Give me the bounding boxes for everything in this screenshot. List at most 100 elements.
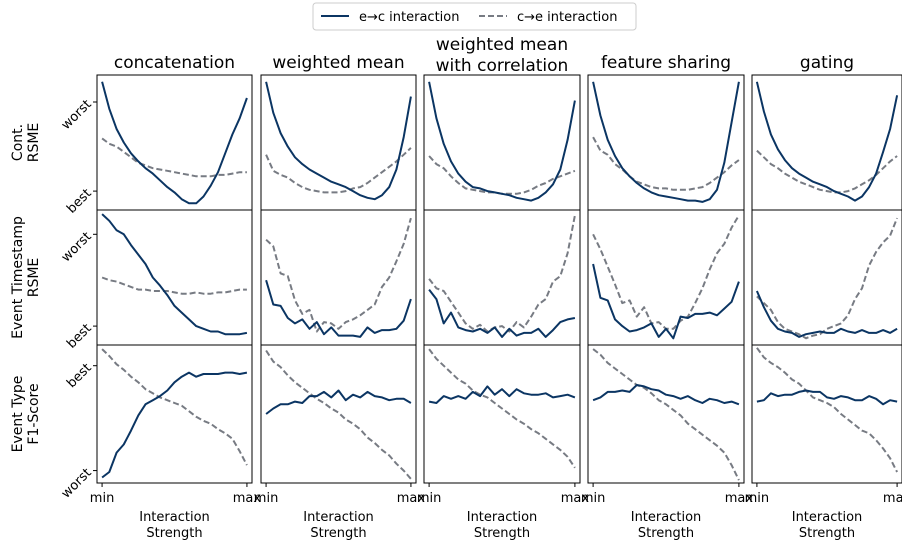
x-axis-label-3-1: Strength bbox=[638, 526, 694, 541]
ytick-label-group: worst bbox=[59, 229, 95, 265]
panel-r0-c1 bbox=[260, 74, 417, 211]
panel-frame bbox=[423, 344, 581, 484]
x-axis-label-4-1: Strength bbox=[799, 526, 855, 541]
xtick-label-max: max bbox=[883, 491, 902, 506]
series-line-e-to-c-r2-c1 bbox=[265, 389, 412, 415]
panel-frame bbox=[96, 209, 253, 346]
panel-r1-c4 bbox=[751, 209, 902, 346]
column-title-1-0: weighted mean bbox=[272, 53, 404, 73]
row-label-line-0-0: Cont. bbox=[10, 124, 26, 161]
series-line-c-to-e-r1-c2 bbox=[428, 215, 576, 333]
legend-frame bbox=[312, 2, 637, 31]
series-line-e-to-c-r2-c4 bbox=[756, 389, 898, 406]
x-axis-label-1-0: Interaction bbox=[303, 510, 374, 525]
x-axis-label-2-1: Strength bbox=[474, 526, 530, 541]
legend: e→c interaction c→e interaction bbox=[312, 2, 637, 31]
x-axis-labels: InteractionStrengthInteractionStrengthIn… bbox=[139, 510, 862, 541]
panel-frame bbox=[587, 344, 745, 484]
row-label-line-2-0: Event Type bbox=[10, 376, 26, 453]
series-line-c-to-e-r0-c1 bbox=[265, 147, 412, 194]
panel-r1-c0: worst best bbox=[59, 209, 253, 352]
series-line-c-to-e-r2-c2 bbox=[428, 348, 576, 469]
xtick-label-max: max bbox=[397, 491, 426, 506]
x-axis-label-1-1: Strength bbox=[310, 526, 366, 541]
row-label-line-2-1: F1-Score bbox=[26, 383, 42, 444]
panel-r0-c0: worst best bbox=[59, 74, 253, 217]
panel-frame bbox=[587, 74, 745, 211]
series-line-c-to-e-r0-c0 bbox=[101, 137, 247, 178]
ytick-label-worst: worst bbox=[59, 229, 95, 265]
series-line-c-to-e-r0-c4 bbox=[756, 149, 898, 194]
ytick-label-best: best bbox=[64, 186, 94, 216]
series-line-c-to-e-r2-c0 bbox=[101, 348, 248, 466]
series-line-e-to-c-r2-c2 bbox=[428, 385, 576, 404]
panel-r1-c3 bbox=[587, 209, 745, 346]
row-label-line-1-0: Event Timestamp bbox=[10, 216, 26, 339]
panel-r1-c1 bbox=[260, 209, 417, 346]
column-title-2-1: with correlation bbox=[436, 56, 569, 76]
xtick-label-min: min bbox=[581, 491, 606, 506]
series-line-e-to-c-r0-c4 bbox=[755, 81, 899, 202]
ytick-label-group: best bbox=[64, 361, 94, 391]
row-label-0: Cont. RSME bbox=[10, 123, 42, 163]
xtick-label-max: max bbox=[561, 491, 590, 506]
ytick-label-best: best bbox=[64, 321, 94, 351]
column-title-2-0: weighted mean bbox=[436, 35, 568, 55]
xtick-label-min: min bbox=[254, 491, 279, 506]
panel-r2-c4: min max bbox=[745, 344, 902, 506]
panel-r1-c2 bbox=[423, 209, 581, 346]
row-label-line-1-1: RSME bbox=[26, 258, 42, 298]
xtick-label-min: min bbox=[417, 491, 442, 506]
row-label-2: Event Type F1-Score bbox=[10, 376, 42, 453]
series-line-e-to-c-r2-c0 bbox=[101, 371, 248, 479]
x-axis-label-2-0: Interaction bbox=[467, 510, 538, 525]
ytick-label-worst: worst bbox=[59, 97, 95, 133]
ytick-label-group: best bbox=[64, 321, 94, 351]
x-axis-label-4-0: Interaction bbox=[792, 510, 863, 525]
panel-frame bbox=[96, 344, 253, 484]
panel-frame bbox=[260, 74, 417, 211]
xtick-label-min: min bbox=[745, 491, 770, 506]
series-line-e-to-c-r1-c1 bbox=[265, 279, 412, 338]
series-line-c-to-e-r2-c4 bbox=[756, 347, 898, 473]
column-title-3-0: feature sharing bbox=[601, 53, 731, 73]
series-line-e-to-c-r0-c2 bbox=[428, 81, 576, 202]
column-title-0-0: concatenation bbox=[114, 53, 235, 73]
series-line-c-to-e-r1-c1 bbox=[265, 217, 412, 333]
panel-r2-c3: min max bbox=[581, 344, 754, 506]
ytick-label-group: worst bbox=[59, 97, 95, 133]
series-line-e-to-c-r0-c0 bbox=[101, 81, 248, 205]
series-line-c-to-e-r2-c1 bbox=[265, 349, 412, 480]
xtick-label-max: max bbox=[725, 491, 754, 506]
x-axis-label-0-0: Interaction bbox=[139, 510, 210, 525]
x-axis-label-0-1: Strength bbox=[146, 526, 202, 541]
panel-frame bbox=[260, 209, 417, 346]
series-line-e-to-c-r0-c3 bbox=[592, 81, 740, 203]
legend-label-0: e→c interaction bbox=[359, 10, 459, 25]
panel-r0-c3 bbox=[587, 74, 745, 211]
series-line-e-to-c-r1-c3 bbox=[592, 263, 740, 340]
series-line-c-to-e-r0-c3 bbox=[592, 136, 740, 191]
panel-r0-c2 bbox=[423, 74, 581, 211]
series-line-e-to-c-r1-c2 bbox=[428, 288, 576, 338]
series-line-e-to-c-r1-c0 bbox=[101, 213, 248, 336]
xtick-label-min: min bbox=[90, 491, 115, 506]
series-line-c-to-e-r1-c4 bbox=[756, 217, 899, 340]
series-line-c-to-e-r1-c3 bbox=[592, 214, 740, 330]
panel-r2-c1: min max bbox=[254, 344, 426, 506]
series-line-c-to-e-r2-c3 bbox=[592, 348, 740, 481]
row-label-line-0-1: RSME bbox=[26, 123, 42, 163]
xtick-label-max: max bbox=[233, 491, 262, 506]
panel-r0-c4 bbox=[751, 74, 902, 211]
row-label-1: Event Timestamp RSME bbox=[10, 216, 42, 339]
ytick-label-best: best bbox=[64, 361, 94, 391]
x-axis-label-3-0: Interaction bbox=[631, 510, 702, 525]
series-line-e-to-c-r2-c3 bbox=[592, 384, 740, 406]
column-title-4-0: gating bbox=[800, 53, 854, 73]
series-line-c-to-e-r1-c0 bbox=[101, 276, 247, 295]
panel-frame bbox=[751, 344, 902, 484]
